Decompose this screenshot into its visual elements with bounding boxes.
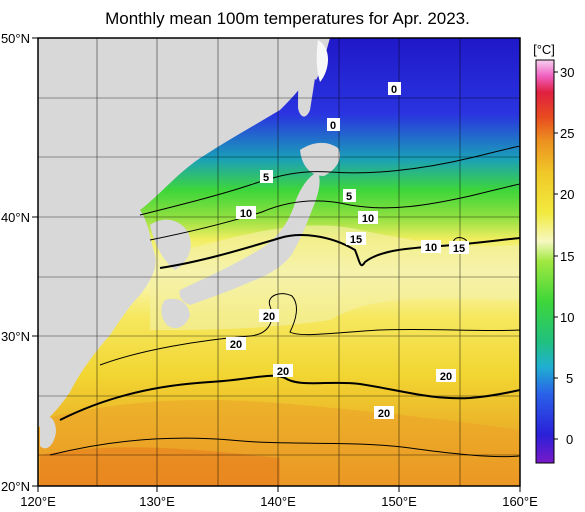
colorbar-tick-label: 0 [566, 432, 573, 447]
contour-label: 15 [350, 234, 362, 246]
isotherm-22 [49, 437, 520, 458]
contour-label: 10 [362, 213, 374, 225]
colorbar-tick-label: 20 [560, 187, 574, 202]
y-tick-label: 30°N [1, 329, 30, 344]
x-tick-label: 160°E [502, 494, 538, 509]
contour-label: 5 [346, 191, 352, 203]
contour-label: 20 [277, 366, 289, 378]
colorbar [535, 59, 555, 464]
colorbar-tick-label: 10 [560, 310, 574, 325]
contour-label: 15 [453, 243, 465, 255]
map-frame [37, 37, 521, 487]
sakhalin-island [298, 38, 320, 117]
contour-label: 20 [440, 371, 452, 383]
colorbar-unit: [°C] [533, 42, 555, 57]
isotherm-5 [139, 145, 520, 216]
colorbar-tick-label: 5 [566, 371, 573, 386]
korean-peninsula [150, 219, 191, 270]
y-tick-label: 40°N [1, 210, 30, 225]
contour-label: 10 [240, 208, 252, 220]
hokkaido-island [300, 142, 341, 176]
isotherm-15 [159, 234, 520, 269]
x-tick-label: 150°E [381, 494, 417, 509]
taiwan-island [40, 416, 56, 449]
map-title: Monthly mean 100m temperatures for Apr. … [105, 9, 470, 28]
contour-label: 20 [378, 408, 390, 420]
colorbar-tick-label: 25 [560, 126, 574, 141]
sea-ice-patch [316, 40, 328, 82]
colorbar-ticks [554, 71, 558, 440]
y-tick-label: 50°N [1, 31, 30, 46]
isotherm-contours [49, 145, 520, 458]
colorbar-tick-label: 30 [560, 65, 574, 80]
y-tick-label: 20°N [1, 479, 30, 494]
isotherm-20-north [99, 293, 520, 366]
x-tick-label: 120°E [20, 494, 56, 509]
x-tick-label: 130°E [139, 494, 175, 509]
northeast-land [38, 38, 330, 210]
contour-label: 20 [263, 311, 275, 323]
isotherm-20-south [59, 374, 520, 421]
contour-label: 20 [230, 339, 242, 351]
isotherm-10 [149, 183, 520, 241]
x-tick-label: 140°E [260, 494, 296, 509]
kyushu-island [161, 298, 190, 329]
honshu-island [179, 172, 320, 305]
contour-label: 0 [330, 120, 336, 132]
map-grid [38, 38, 520, 486]
contour-label: 5 [263, 172, 269, 184]
colorbar-tick-label: 15 [560, 249, 574, 264]
axis-ticks [32, 37, 521, 492]
contour-labels: 0 0 5 5 10 10 10 15 15 20 20 20 20 20 [226, 82, 469, 420]
contour-label: 10 [425, 242, 437, 254]
contour-label: 0 [391, 84, 397, 96]
hot-southwest-region [40, 447, 280, 486]
